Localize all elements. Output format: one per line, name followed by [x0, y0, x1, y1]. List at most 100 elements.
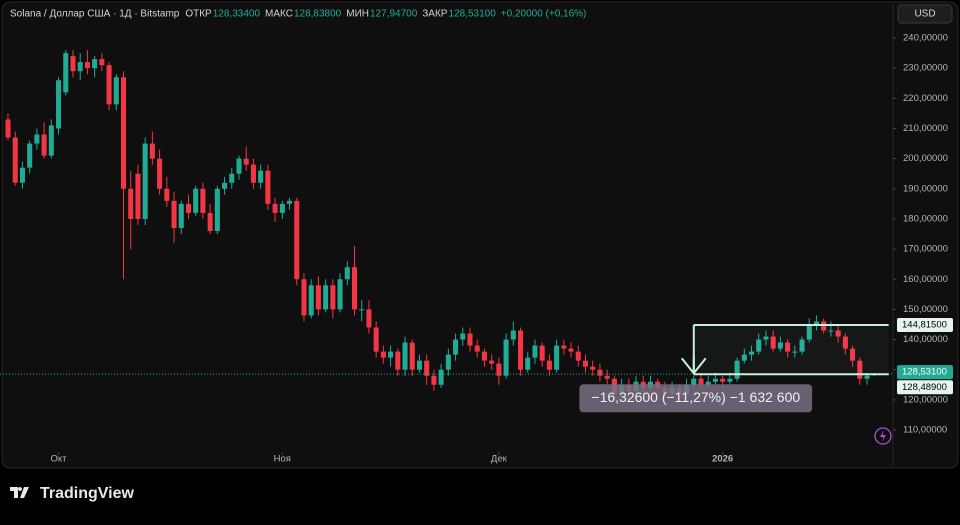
candle-body [597, 369, 603, 376]
candle-body [575, 351, 581, 361]
price-label-bg [897, 380, 953, 395]
candle-body [294, 200, 300, 280]
measure-box [579, 384, 813, 413]
candle-body [272, 203, 278, 213]
candle-body [99, 59, 105, 66]
alert-icon[interactable] [874, 427, 892, 445]
candle-body [258, 170, 264, 183]
candle-body [287, 200, 293, 204]
candle-body [835, 330, 841, 337]
candle-body [157, 158, 163, 189]
candle-body [727, 378, 733, 382]
candle-body [806, 324, 812, 340]
candle-body [496, 363, 502, 376]
candle-body [12, 137, 18, 183]
candle-body [445, 354, 451, 370]
candle-body [128, 188, 134, 219]
measure-fill [693, 325, 889, 375]
change: +0,20000 (+0,16%) [501, 9, 587, 20]
candle-body [84, 62, 90, 69]
y-tick-label: 170,00000 [903, 244, 948, 255]
x-tick-label: Дек [491, 454, 508, 465]
candle-body [568, 348, 574, 352]
candle-body [539, 345, 545, 361]
currency[interactable]: USD [914, 9, 935, 20]
candle-body [864, 375, 870, 379]
candle-body [193, 188, 199, 213]
field-value: 127,94700 [370, 9, 418, 20]
x-tick-label: 2026 [712, 454, 733, 465]
candle-body [41, 134, 47, 156]
candle-body [409, 342, 415, 370]
candle-body [70, 56, 76, 72]
candle-body [799, 339, 805, 352]
candle-body [222, 182, 228, 189]
y-tick-label: 120,00000 [903, 394, 948, 405]
price-label-bg [897, 365, 953, 380]
y-tick-label: 200,00000 [903, 153, 948, 164]
logo: TradingView [10, 485, 135, 502]
overlay: 110,00000120,00000130,00000140,00000150,… [0, 33, 953, 465]
candle-body [373, 327, 379, 352]
y-tick-label: 110,00000 [903, 425, 947, 436]
candle-body [323, 285, 329, 310]
candle-body [243, 158, 249, 165]
candle-body [48, 125, 54, 156]
candle-body [431, 375, 437, 385]
candle-body [720, 378, 726, 382]
candle-body [380, 351, 386, 358]
candle-body [388, 351, 394, 358]
y-tick-label: 230,00000 [903, 63, 948, 74]
candle-body [813, 321, 820, 325]
candle-body [359, 309, 365, 311]
candle-body [763, 336, 769, 340]
candle-body [178, 203, 184, 228]
candle-body [503, 339, 509, 376]
field-name: ОТКР [185, 9, 212, 20]
y-tick-label: 190,00000 [903, 183, 948, 194]
y-tick-label: 220,00000 [903, 93, 948, 104]
candle-body [467, 333, 473, 346]
candle-body [756, 339, 762, 352]
candle-body [229, 173, 235, 183]
candle-body [850, 348, 856, 361]
candle-body [857, 360, 863, 379]
x-tick-label: Окт [51, 454, 68, 465]
candle-body [424, 360, 430, 376]
candle-body [344, 267, 350, 280]
y-tick-label: 140,00000 [903, 334, 948, 345]
field-name: МИН [346, 9, 369, 20]
candle-body [770, 336, 776, 349]
candle-body [171, 200, 177, 228]
candle-body [792, 351, 798, 353]
price-label: 128,48900 [902, 382, 947, 393]
candle-body [135, 173, 141, 219]
field-value: 128,83800 [294, 9, 342, 20]
candle-body [149, 143, 155, 159]
field-value: 128,53100 [448, 9, 496, 20]
candle-body [330, 285, 336, 310]
candle-body [460, 333, 466, 340]
measure-arrow [680, 357, 707, 375]
candle-body [561, 345, 567, 349]
candle-body [546, 360, 552, 370]
measure-text: −16,32600 (−11,27%) −1 632 600 [591, 389, 800, 405]
brand: TradingView [40, 485, 135, 502]
candle-body [517, 330, 524, 370]
candle-body [250, 164, 256, 183]
candle-body [5, 119, 11, 138]
candle-body [200, 188, 206, 213]
currency-button[interactable] [897, 4, 953, 24]
candle-body [164, 188, 170, 201]
y-tick-label: 210,00000 [903, 123, 948, 134]
candle-body [27, 143, 33, 168]
candle-body [34, 134, 40, 144]
candle-body [402, 342, 408, 370]
candle-body [185, 203, 192, 213]
candle-body [366, 309, 372, 328]
candle-body [741, 354, 747, 361]
candle-body [315, 285, 321, 310]
candle-body [19, 167, 25, 183]
candle-body [525, 357, 531, 370]
candle-body [308, 285, 314, 316]
